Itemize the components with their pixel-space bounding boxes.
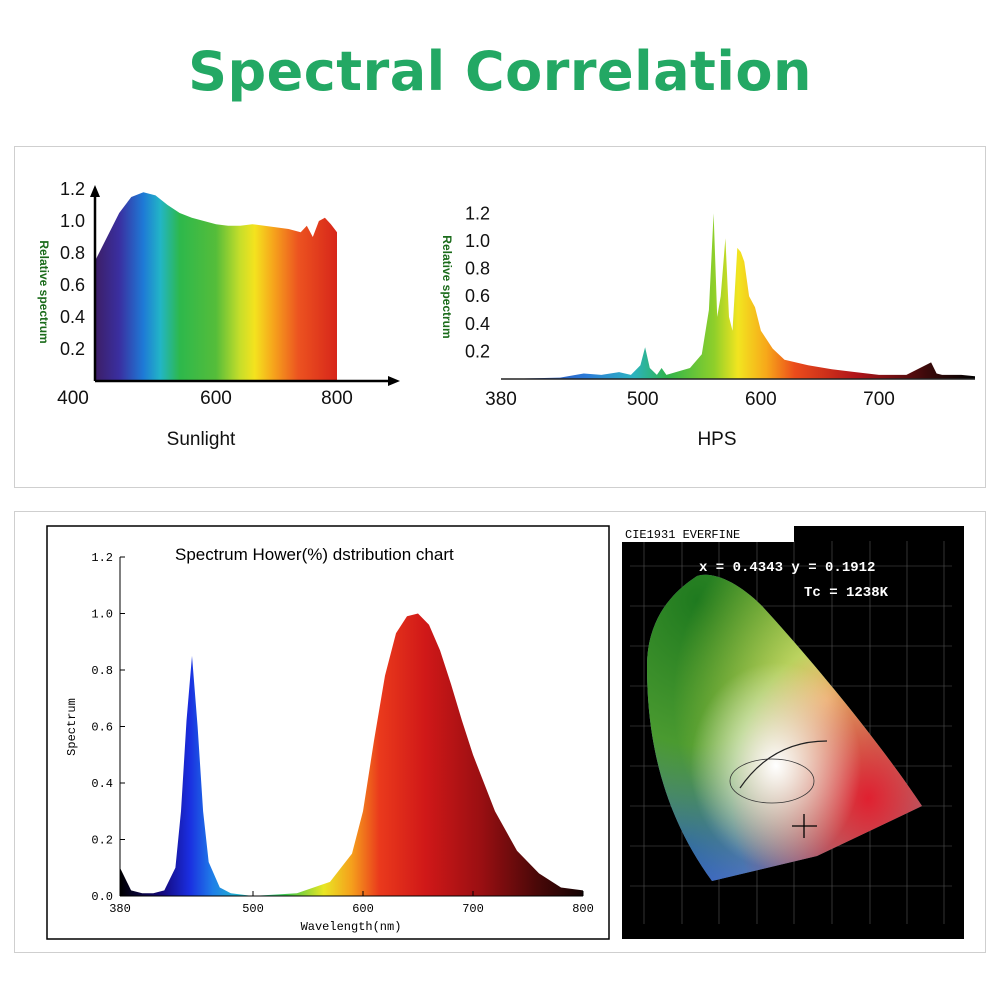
led-y-tick: 0.4 bbox=[91, 777, 113, 791]
cie-marker-icon bbox=[792, 814, 817, 838]
led-x-tick: 380 bbox=[109, 902, 131, 916]
top-panel: 0.2 0.4 0.6 0.8 1.0 1.2 400 600 800 Relative sp… bbox=[14, 146, 986, 488]
led-y-tick: 1.0 bbox=[91, 608, 113, 622]
cie-header: CIE1931 EVERFINE bbox=[625, 528, 740, 542]
led-x-tick: 500 bbox=[242, 902, 264, 916]
led-x-tick: 800 bbox=[572, 902, 594, 916]
led-chart-title: Spectrum Hower(%) dstribution chart bbox=[175, 545, 454, 564]
cie-diagram: CIE1931 EVERFINE x = 0.4343 y = 0.1912 T… bbox=[622, 526, 964, 939]
hps-x-tick: 500 bbox=[627, 389, 659, 410]
led-chart-svg: 0.0 0.2 0.4 0.6 0.8 1.0 1.2 380 500 600 700 800 Sp… bbox=[46, 525, 610, 940]
led-y-tick: 0.2 bbox=[91, 834, 113, 848]
led-y-tick: 0.8 bbox=[91, 664, 113, 678]
hps-y-tick: 0.8 bbox=[465, 259, 490, 279]
led-x-tick: 600 bbox=[352, 902, 374, 916]
cie-diagram-svg: CIE1931 EVERFINE x = 0.4343 y = 0.1912 T… bbox=[622, 526, 952, 924]
hps-y-tick: 0.6 bbox=[465, 286, 490, 306]
cie-color-temperature: Tc = 1238K bbox=[804, 585, 889, 601]
led-y-tick: 0.6 bbox=[91, 721, 113, 735]
cie-header-bg bbox=[622, 526, 794, 542]
sunlight-y-tick: 0.6 bbox=[60, 275, 85, 295]
hps-chart-name: HPS bbox=[697, 429, 736, 450]
cie-coordinates: x = 0.4343 y = 0.1912 bbox=[699, 560, 875, 576]
page-title: Spectral Correlation bbox=[188, 40, 812, 103]
hps-y-tick: 1.0 bbox=[465, 231, 490, 251]
led-y-tick: 0.0 bbox=[91, 890, 113, 904]
sunlight-y-tick: 1.0 bbox=[60, 211, 85, 231]
sunlight-x-tick: 400 bbox=[57, 388, 89, 409]
hps-y-tick: 0.2 bbox=[465, 341, 490, 361]
sunlight-chart: 0.2 0.4 0.6 0.8 1.0 1.2 400 600 800 Relative sp… bbox=[37, 179, 400, 450]
hps-chart: 0.2 0.4 0.6 0.8 1.0 1.2 380 500 600 700 Relative… bbox=[440, 203, 975, 450]
sunlight-chart-name: Sunlight bbox=[167, 429, 236, 450]
sunlight-x-arrow-icon bbox=[388, 376, 400, 386]
sunlight-x-tick: 800 bbox=[321, 388, 353, 409]
top-charts-svg: 0.2 0.4 0.6 0.8 1.0 1.2 400 600 800 Relative sp… bbox=[37, 179, 975, 450]
sunlight-y-label: Relative spectrum bbox=[37, 240, 51, 343]
led-y-tick: 1.2 bbox=[91, 551, 113, 565]
hps-x-tick: 380 bbox=[485, 389, 517, 410]
hps-x-tick: 700 bbox=[863, 389, 895, 410]
sunlight-y-tick: 0.4 bbox=[60, 307, 85, 327]
sunlight-y-arrow-icon bbox=[90, 185, 100, 197]
cie-color-gamut bbox=[647, 574, 922, 881]
bottom-panel: 0.0 0.2 0.4 0.6 0.8 1.0 1.2 380 500 600 700 800 Sp… bbox=[14, 511, 986, 953]
hps-y-tick: 1.2 bbox=[465, 203, 490, 223]
hps-x-tick: 600 bbox=[745, 389, 777, 410]
led-x-label: Wavelength(nm) bbox=[301, 920, 402, 934]
hps-y-tick: 0.4 bbox=[465, 314, 490, 334]
hps-spectrum-area bbox=[501, 213, 975, 379]
sunlight-x-tick: 600 bbox=[200, 388, 232, 409]
sunlight-spectrum-area bbox=[95, 192, 337, 381]
led-y-label: Spectrum bbox=[65, 698, 79, 756]
hps-y-label: Relative spectrum bbox=[440, 235, 454, 338]
sunlight-y-tick: 0.2 bbox=[60, 339, 85, 359]
led-spectrum-area bbox=[120, 613, 583, 896]
led-x-tick: 700 bbox=[462, 902, 484, 916]
sunlight-y-tick: 0.8 bbox=[60, 243, 85, 263]
sunlight-y-tick: 1.2 bbox=[60, 179, 85, 199]
